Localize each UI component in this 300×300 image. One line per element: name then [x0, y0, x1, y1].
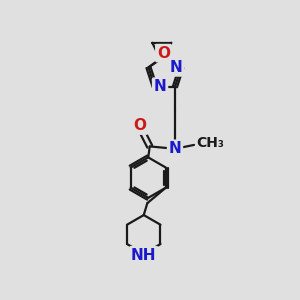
Text: N: N: [154, 79, 166, 94]
Text: N: N: [169, 141, 182, 156]
Text: CH₃: CH₃: [196, 136, 224, 150]
Text: O: O: [157, 46, 170, 61]
Text: O: O: [134, 118, 146, 133]
Text: NH: NH: [131, 248, 157, 263]
Text: N: N: [169, 60, 182, 75]
